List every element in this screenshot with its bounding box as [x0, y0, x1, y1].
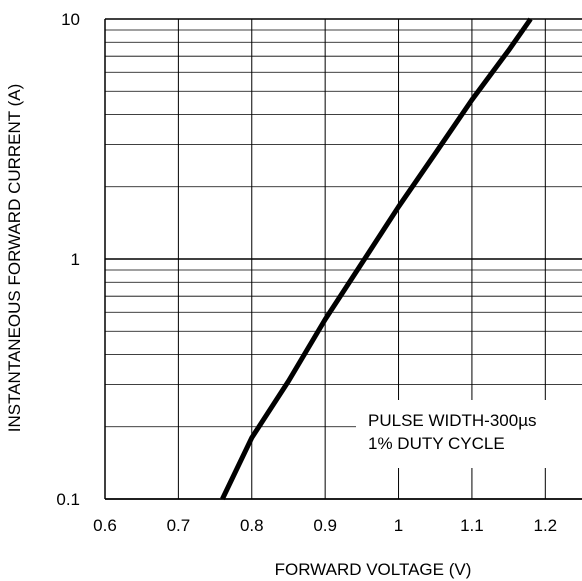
x-tick-label: 1.1 — [460, 516, 484, 535]
annotation-duty-cycle: 1% DUTY CYCLE — [368, 434, 505, 453]
x-axis-label: FORWARD VOLTAGE (V) — [275, 560, 472, 579]
annotation-box — [356, 400, 582, 468]
x-tick-label: 1 — [394, 516, 403, 535]
tick-labels: 0.6 0.7 0.8 0.9 1 1.1 1.2 0.1 1 10 — [56, 10, 557, 535]
y-tick-label: 10 — [61, 10, 80, 29]
data-series-line — [220, 17, 533, 501]
y-tick-label: 0.1 — [56, 490, 80, 509]
x-tick-label: 0.6 — [93, 516, 117, 535]
series-layer — [220, 17, 533, 501]
x-tick-label: 0.7 — [167, 516, 191, 535]
x-tick-label: 0.9 — [313, 516, 337, 535]
x-tick-label: 1.2 — [533, 516, 557, 535]
y-axis-label: INSTANTANEOUS FORWARD CURRENT (A) — [5, 84, 24, 433]
x-tick-label: 0.8 — [240, 516, 264, 535]
y-tick-label: 1 — [71, 250, 80, 269]
annotation-pulse-width: PULSE WIDTH-300µs — [368, 411, 537, 430]
